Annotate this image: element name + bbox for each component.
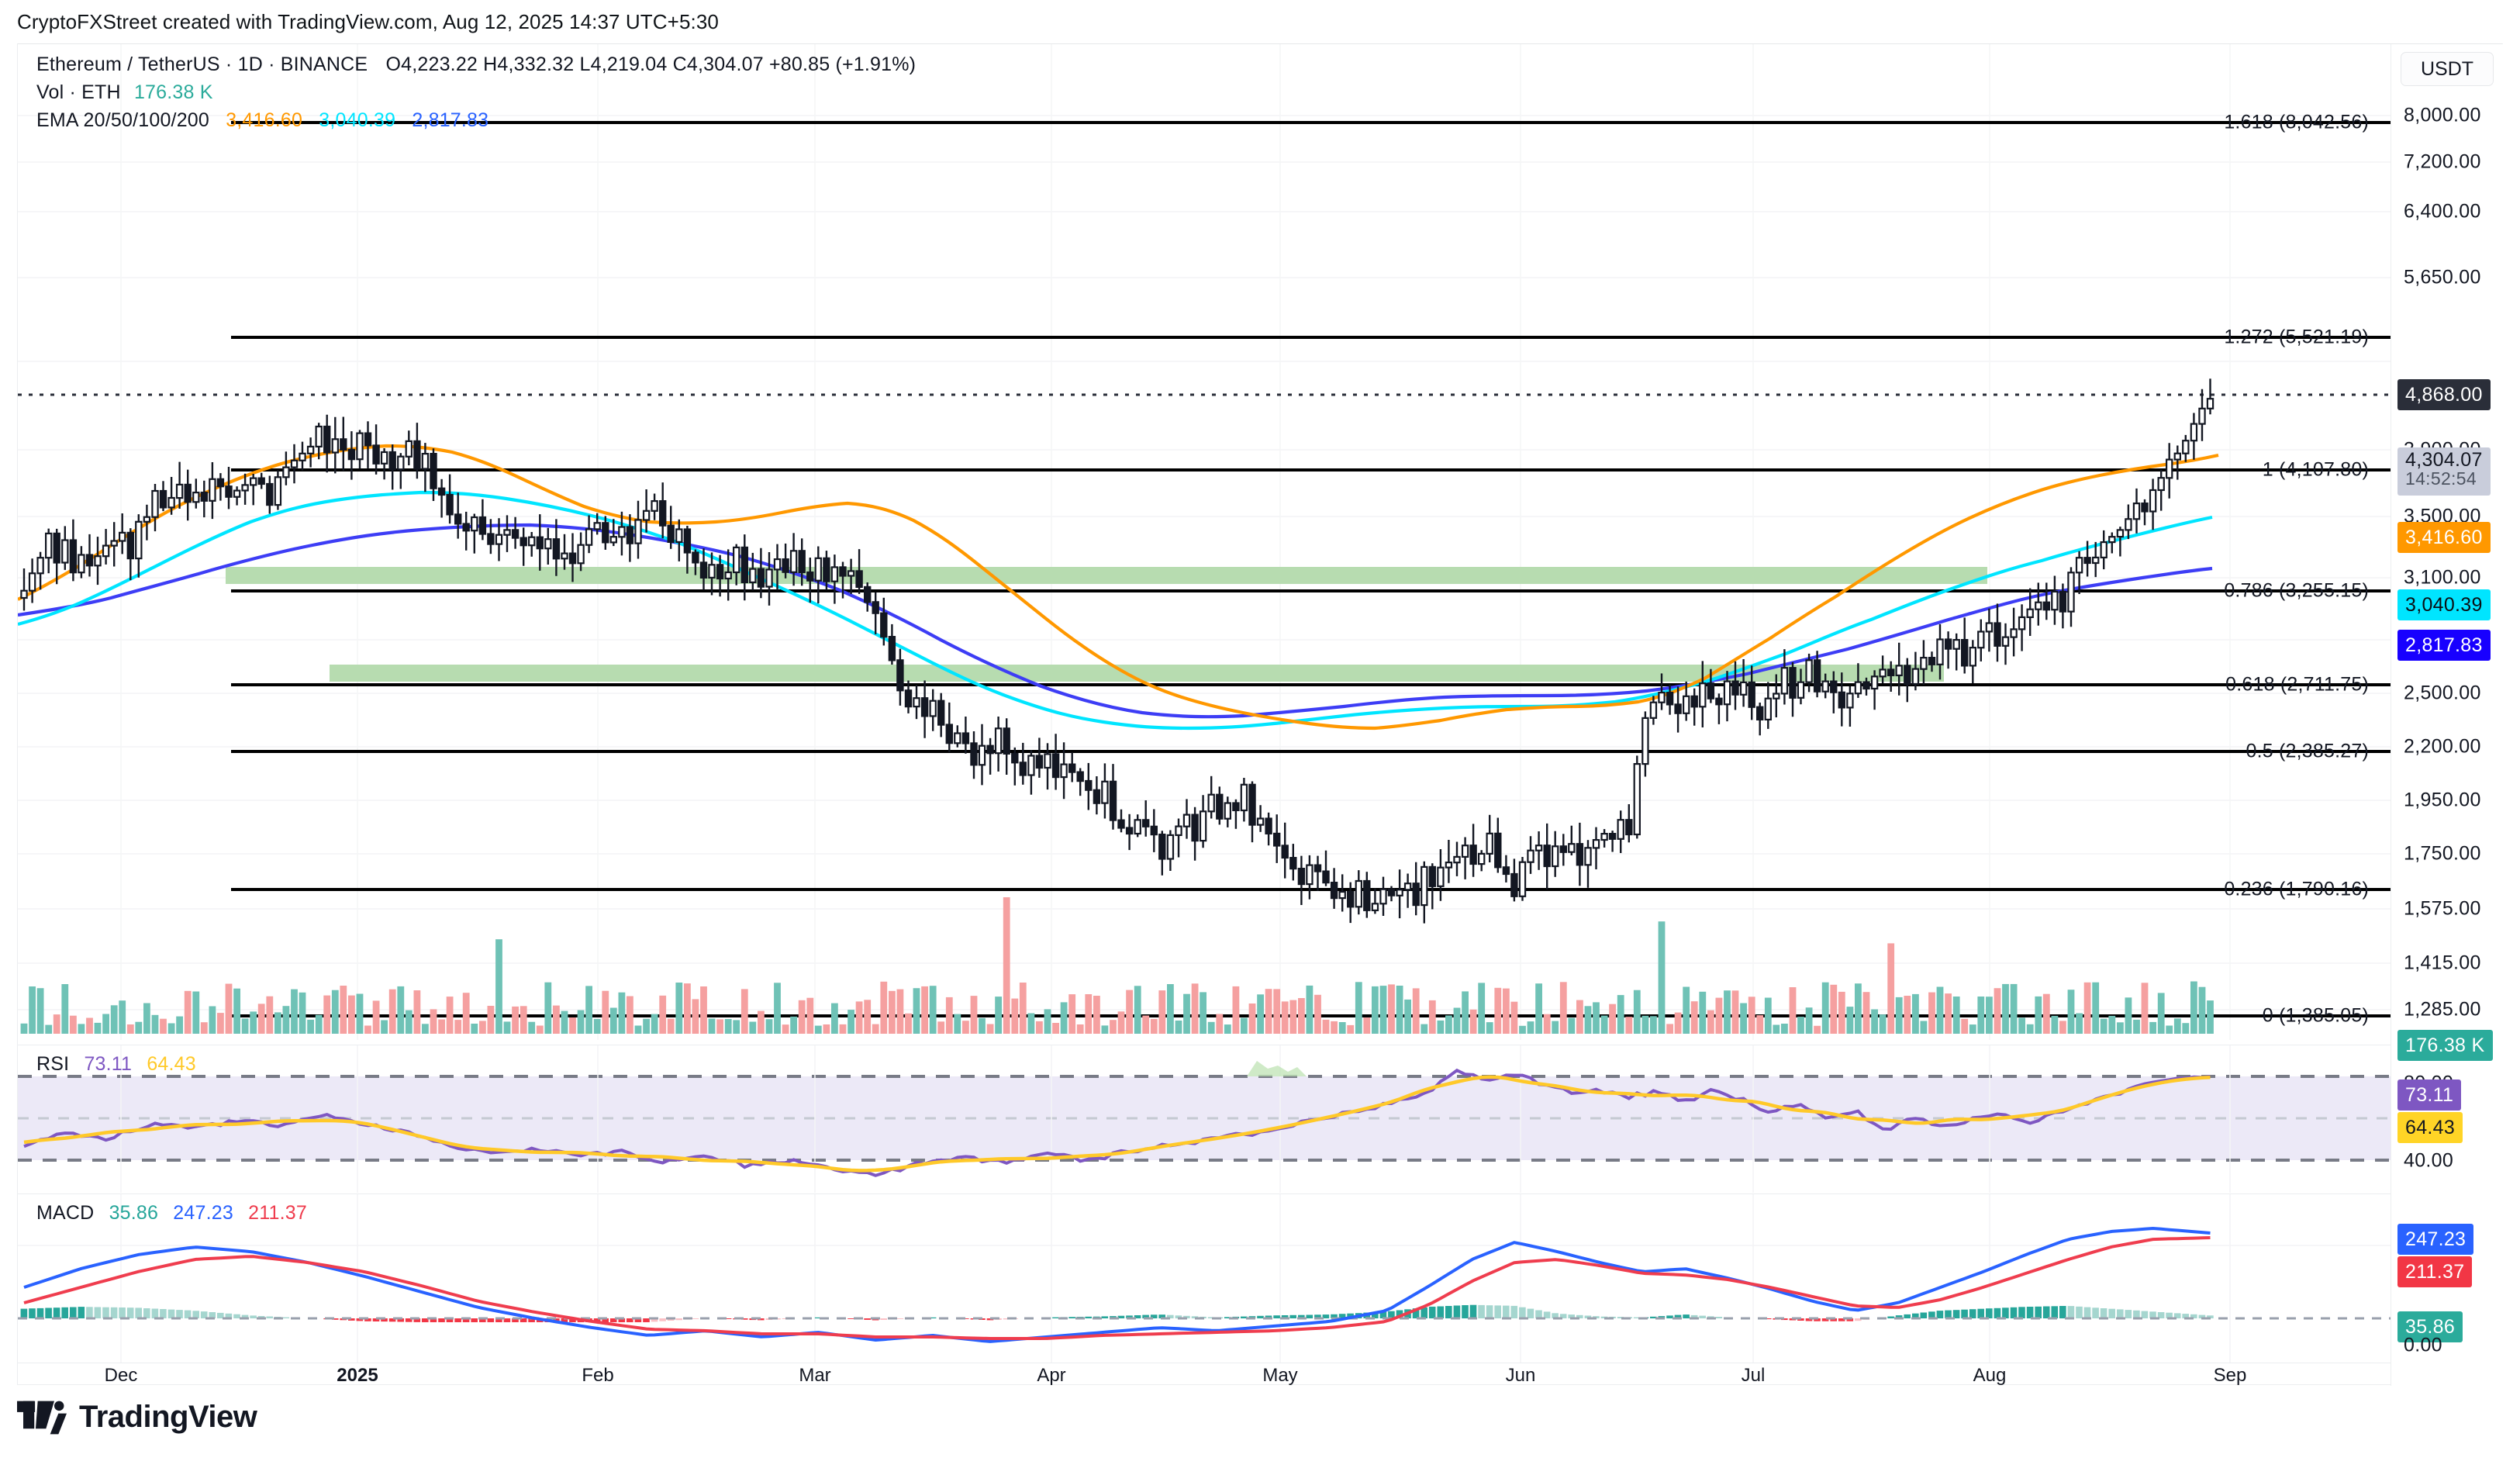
rsi-axis-label-40: 40.00 <box>2404 1149 2454 1172</box>
axis-label-6400: 6,400.00 <box>2404 200 2481 223</box>
macd-signal-value: 211.37 <box>248 1202 307 1224</box>
rsi-ma-line <box>23 1075 2211 1173</box>
fib-label-0: 0 (1,385.05) <box>2262 1004 2369 1027</box>
rsi-plot[interactable] <box>18 1045 2391 1193</box>
macd-legend[interactable]: MACD 35.86 247.23 211.37 <box>36 1202 307 1225</box>
time-label-feb: Feb <box>582 1365 614 1386</box>
axis-label-2500: 2,500.00 <box>2404 682 2481 704</box>
price-gridlines <box>18 115 2391 1010</box>
ema100-value: 2,817.83 <box>412 109 489 131</box>
ema100-line <box>18 523 2213 719</box>
chart-frame: 1.618 (8,042.56) 1.272 (5,521.19) 1 (4,1… <box>17 43 2504 1386</box>
axis-label-2200: 2,200.00 <box>2404 735 2481 758</box>
fib-label-0236: 0.236 (1,790.16) <box>2224 878 2369 900</box>
axis-label-1750: 1,750.00 <box>2404 842 2481 865</box>
axis-label-5650: 5,650.00 <box>2404 266 2481 288</box>
ema20-price-tag: 3,416.60 <box>2397 522 2491 553</box>
macd-line-value: 247.23 <box>173 1202 233 1224</box>
axis-currency-unit: USDT <box>2401 52 2494 86</box>
macd-pane[interactable]: MACD 35.86 247.23 211.37 <box>18 1193 2391 1363</box>
time-label-mar: Mar <box>799 1365 831 1386</box>
rsi-overbought-fill <box>1247 1061 1307 1076</box>
axis-label-3100: 3,100.00 <box>2404 566 2481 589</box>
rsi-ma-value: 64.43 <box>147 1053 196 1075</box>
axis-label-1285: 1,285.00 <box>2404 998 2481 1021</box>
support-zone-upper <box>226 567 1987 584</box>
time-label-2025: 2025 <box>337 1365 378 1386</box>
ema100-price-tag: 2,817.83 <box>2397 630 2491 661</box>
tradingview-logo-icon <box>17 1401 67 1434</box>
rsi-pane[interactable]: RSI 73.11 64.43 <box>18 1045 2391 1193</box>
current-price-value: 4,304.07 <box>2405 449 2483 471</box>
axis-label-8000: 8,000.00 <box>2404 104 2481 126</box>
fib-label-1: 1 (4,107.80) <box>2262 458 2369 481</box>
axis-label-1950: 1,950.00 <box>2404 789 2481 811</box>
price-axis[interactable]: USDT 8,000.00 7,200.00 6,400.00 5,650.00… <box>2391 44 2504 1386</box>
fib-label-05: 0.5 (2,385.27) <box>2246 740 2369 762</box>
fib-label-0618: 0.618 (2,711.75) <box>2225 673 2369 696</box>
price-pane[interactable] <box>18 44 2391 1040</box>
time-label-aug: Aug <box>1973 1365 2007 1386</box>
current-time-value: 14:52:54 <box>2405 468 2477 489</box>
time-label-jun: Jun <box>1505 1365 1536 1386</box>
symbol-legend[interactable]: Ethereum / TetherUS · 1D · BINANCE O4,22… <box>36 54 916 76</box>
time-label-dec: Dec <box>104 1365 138 1386</box>
fib-label-0786: 0.786 (3,255.15) <box>2224 579 2369 602</box>
fib-label-1618: 1.618 (8,042.56) <box>2224 111 2369 133</box>
ema-label: EMA 20/50/100/200 <box>36 109 210 131</box>
time-label-jul: Jul <box>1741 1365 1766 1386</box>
signal-value-tag: 211.37 <box>2397 1256 2473 1287</box>
ema50-price-tag: 3,040.39 <box>2397 589 2491 620</box>
support-zone-lower <box>330 665 1944 682</box>
tradingview-footer: TradingView <box>17 1400 257 1435</box>
volume-value: 176.38 K <box>133 81 213 103</box>
volume-label: Vol · ETH <box>36 81 121 103</box>
time-label-apr: Apr <box>1037 1365 1066 1386</box>
macd-value-tag: 247.23 <box>2397 1224 2474 1255</box>
rsi-value-tag: 73.11 <box>2397 1079 2462 1111</box>
macd-hist-value: 35.86 <box>109 1202 159 1224</box>
axis-label-7200: 7,200.00 <box>2404 150 2481 173</box>
rsi-value: 73.11 <box>84 1053 133 1075</box>
candlestick-series <box>20 378 2214 924</box>
macd-axis-label-0: 0.00 <box>2404 1334 2442 1356</box>
attribution-bar: CryptoFXStreet created with TradingView.… <box>0 0 2520 43</box>
rsi-ma-value-tag: 64.43 <box>2397 1112 2463 1143</box>
fib-label-1272: 1.272 (5,521.19) <box>2224 326 2369 348</box>
attribution-text: CryptoFXStreet created with TradingView.… <box>17 9 719 33</box>
tradingview-brand: TradingView <box>79 1400 257 1434</box>
axis-label-1575: 1,575.00 <box>2404 897 2481 920</box>
time-label-sep: Sep <box>2213 1365 2247 1386</box>
volume-price-tag: 176.38 K <box>2397 1030 2493 1061</box>
symbol-title: Ethereum / TetherUS · 1D · BINANCE <box>36 54 368 75</box>
macd-signal-line <box>23 1236 2211 1340</box>
macd-line <box>23 1226 2211 1343</box>
volume-series <box>20 897 2214 1034</box>
current-price-tag: 4,304.07 14:52:54 <box>2397 447 2491 496</box>
macd-title: MACD <box>36 1202 95 1224</box>
ema50-line <box>18 490 2213 731</box>
ema20-value: 3,416.60 <box>226 109 303 131</box>
macd-plot[interactable] <box>18 1194 2391 1363</box>
rsi-legend[interactable]: RSI 73.11 64.43 <box>36 1053 196 1076</box>
ohlc-values: O4,223.22 H4,332.32 L4,219.04 C4,304.07 … <box>385 54 917 75</box>
ema-legend[interactable]: EMA 20/50/100/200 3,416.60 3,040.39 2,81… <box>36 109 488 132</box>
hist-value-tag: 35.86 <box>2397 1311 2463 1342</box>
ema50-value: 3,040.39 <box>319 109 396 131</box>
time-axis[interactable]: Dec 2025 Feb Mar Apr May Jun Jul Aug Sep <box>18 1363 2391 1386</box>
price-plot[interactable] <box>18 44 2391 1040</box>
time-label-may: May <box>1262 1365 1298 1386</box>
axis-label-1415: 1,415.00 <box>2404 952 2481 974</box>
volume-legend[interactable]: Vol · ETH 176.38 K <box>36 81 213 104</box>
rsi-title: RSI <box>36 1053 70 1075</box>
high-mark-tag: 4,868.00 <box>2397 379 2491 410</box>
